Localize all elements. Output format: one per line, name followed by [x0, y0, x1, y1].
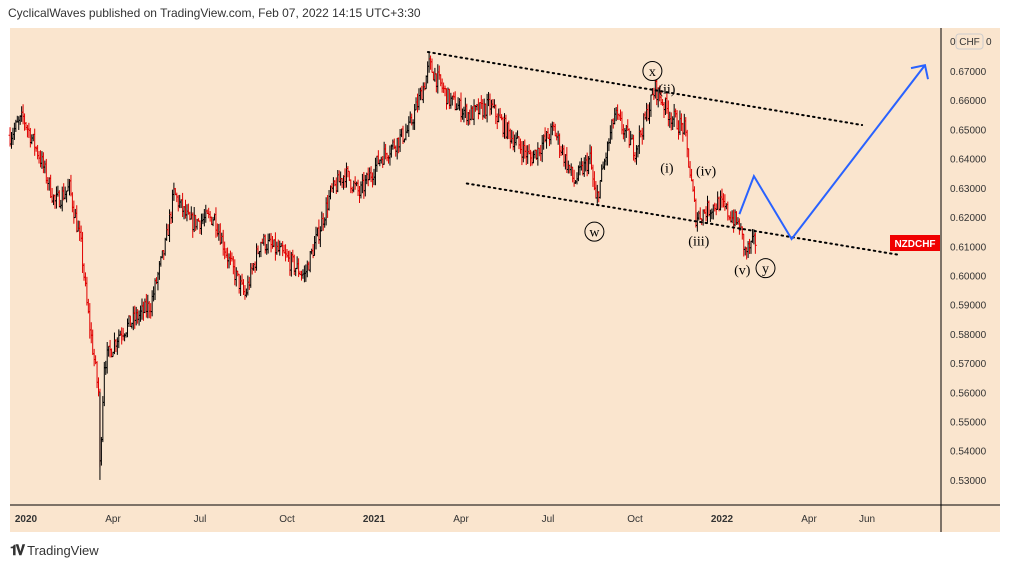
y-tick-label: 0.65000 [950, 125, 987, 136]
y-tick-label: 0.64000 [950, 155, 987, 166]
x-tick-label: Jul [194, 514, 207, 525]
currency-badge[interactable]: 0 CHF 0 [950, 33, 992, 50]
x-tick-label: 2020 [15, 514, 38, 525]
x-tick-label: Apr [801, 514, 817, 525]
x-tick-label: 2022 [711, 514, 734, 525]
wave-label-circle [755, 258, 776, 279]
wave-label: w [589, 226, 600, 241]
tradingview-logo[interactable]: 𝟏𝐕 TradingView [10, 542, 99, 559]
projection-arrowhead [910, 63, 929, 80]
y-tick-label: 0.59000 [950, 301, 987, 312]
y-tick-label: 0.63000 [950, 184, 987, 195]
wave-label: y [762, 262, 769, 277]
y-tick-label: 0.55000 [950, 418, 987, 429]
publish-header: CyclicalWaves published on TradingView.c… [8, 6, 421, 20]
wave-label: (iv) [696, 164, 717, 179]
wave-label-circle [642, 61, 663, 81]
y-tick-label: 0.66000 [950, 96, 987, 107]
x-tick-label: Apr [105, 514, 121, 525]
tv-logo-icon: 𝟏𝐕 [10, 542, 25, 558]
symbol-label: NZDCHF [894, 239, 935, 250]
projection-path [738, 64, 926, 241]
x-tick-label: Jul [542, 514, 555, 525]
wave-label-circle [584, 221, 605, 242]
x-tick-label: Apr [453, 514, 469, 525]
x-tick-label: Oct [279, 514, 295, 525]
chart-background [10, 28, 1000, 532]
y-tick-label: 0.53000 [950, 476, 987, 487]
x-tick-label: Jun [859, 514, 875, 525]
x-tick-label: 2021 [363, 514, 386, 525]
y-tick-label: 0.58000 [950, 330, 987, 341]
wave-label: (v) [734, 264, 751, 279]
trendline-lower [465, 182, 902, 257]
y-tick-label: 0.61000 [950, 242, 987, 253]
wave-label: (i) [660, 161, 674, 176]
y-tick-label: 0.54000 [950, 447, 987, 458]
wave-label: (ii) [658, 83, 675, 98]
trendline-upper [426, 51, 864, 127]
x-tick-label: Oct [627, 514, 643, 525]
y-tick-label: 0.56000 [950, 388, 987, 399]
wave-label: x [649, 65, 656, 80]
y-tick-label: 0.60000 [950, 271, 987, 282]
symbol-badge: NZDCHF [890, 235, 940, 251]
svg-text:0: 0 [950, 37, 956, 48]
y-tick-label: 0.67000 [950, 67, 987, 78]
y-tick-label: 0.57000 [950, 359, 987, 370]
ohlc-bar [753, 232, 757, 254]
currency-label: CHF [959, 37, 980, 48]
brand-name: TradingView [27, 543, 99, 558]
wave-label: (iii) [688, 234, 709, 249]
svg-text:0: 0 [986, 37, 992, 48]
y-tick-label: 0.62000 [950, 213, 987, 224]
